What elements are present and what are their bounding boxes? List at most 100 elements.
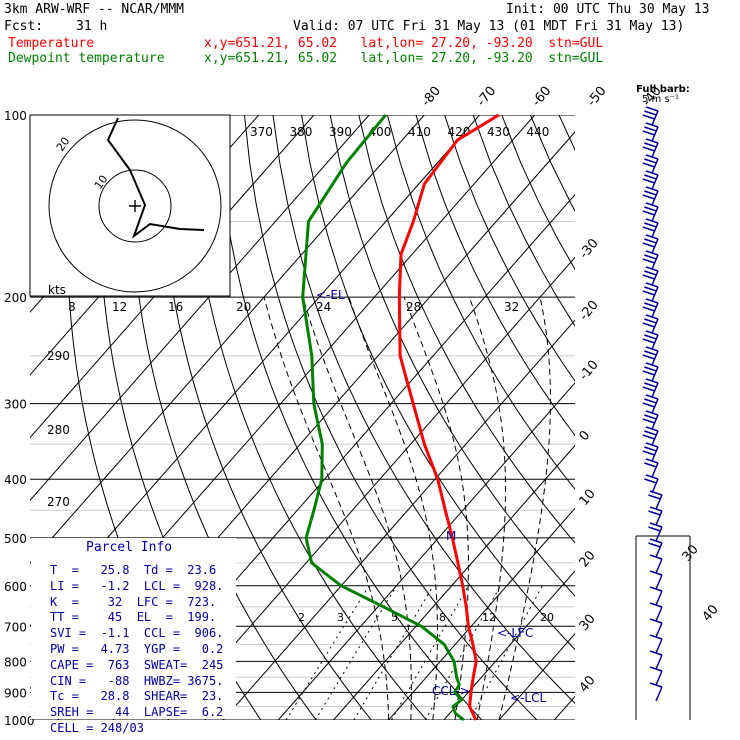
hodograph-speed-label: 20 <box>236 300 251 314</box>
model-title: 3km ARW-WRF -- NCAR/MMM <box>4 2 185 17</box>
wind-barb <box>642 202 659 222</box>
moist-adiabat-line <box>498 297 551 720</box>
theta-label: 430 <box>487 125 510 139</box>
wind-barb-flag <box>648 526 661 532</box>
pressure-tick-label: 200 <box>4 291 27 305</box>
legend-dewpoint-location: x,y=651.21, 65.02 lat,lon= 27.20, -93.20… <box>204 51 604 66</box>
temperature-tick-label: -70 <box>474 84 499 110</box>
wind-barb-flag <box>642 354 656 360</box>
wind-barb-shaft <box>651 254 659 270</box>
theta-label: 380 <box>290 125 313 139</box>
temperature-tick-label: -80 <box>419 84 444 110</box>
profile-annotation: <-LFC <box>497 626 533 640</box>
wind-barb-flag <box>642 178 656 184</box>
wind-barb-flag <box>649 650 663 656</box>
wind-barb-flag <box>644 158 657 164</box>
wind-barb <box>642 362 659 382</box>
wind-barb-flag <box>645 394 659 400</box>
dry-adiabat-line <box>158 115 372 720</box>
wind-barb <box>642 298 659 318</box>
hodograph-speed-label: 32 <box>504 300 519 314</box>
legend-temperature-label: Temperature <box>8 36 95 51</box>
wind-barb <box>649 634 663 654</box>
wind-barb-flag <box>645 330 659 336</box>
profile-annotation: <-EL <box>316 288 345 302</box>
wind-barb-flag <box>642 450 656 456</box>
wind-barb-flag <box>649 666 663 672</box>
wind-barb-flag <box>649 682 663 688</box>
wind-barb-shaft <box>651 286 659 302</box>
wind-barb-shaft <box>655 526 663 542</box>
moist-adiabat-line <box>468 296 506 720</box>
wind-barb-flag <box>649 634 663 640</box>
wind-barb-shaft <box>651 238 659 254</box>
wind-barb-flag <box>642 386 656 392</box>
wind-barb-flag <box>649 602 663 608</box>
parcel-info-row: Tc = 28.8 SHEAR= 23. <box>50 689 224 704</box>
wind-barb-flag <box>649 554 663 560</box>
wind-barb-flag <box>642 258 656 264</box>
pressure-tick-label: 900 <box>4 686 27 700</box>
barb-legend-value: 5 m s⁻¹ <box>642 94 679 105</box>
wind-barb-flag <box>642 402 656 408</box>
wind-barb-shaft <box>651 382 659 398</box>
pressure-tick-label: 400 <box>4 473 27 487</box>
wind-barb <box>642 346 659 366</box>
dry-adiabat-line <box>329 115 575 597</box>
wind-barb-flag <box>642 242 656 248</box>
init-time: Init: 00 UTC Thu 30 May 13 <box>506 2 710 17</box>
wind-barb-shaft <box>651 446 659 462</box>
wind-barb-flag <box>645 266 659 272</box>
wind-barb-column <box>635 106 691 720</box>
wind-barb-flag <box>649 538 663 544</box>
wind-barb-shaft <box>651 366 659 382</box>
temperature-tick-label: 20 <box>577 548 599 570</box>
moist-adiabat-line <box>403 296 469 720</box>
wind-barb <box>649 570 663 590</box>
theta-label: 410 <box>408 125 431 139</box>
hodograph-speed-label: 12 <box>112 300 127 314</box>
wind-barb-flag <box>642 290 656 296</box>
parcel-info-row: K = 32 LFC = 723. <box>50 594 217 609</box>
isotherm-line <box>30 115 425 564</box>
moist-adiabat-line <box>263 296 390 720</box>
wind-barb-flag <box>644 222 657 228</box>
wind-barb-flag <box>644 254 657 260</box>
isotherm-line <box>222 319 575 720</box>
theta-e-label: 280 <box>47 423 70 437</box>
mixing-ratio-line <box>353 585 434 720</box>
wind-barb-shaft <box>651 302 659 318</box>
wind-barb <box>649 650 663 670</box>
barb-legend-title: Full barb: <box>636 84 690 95</box>
barb-panel-label: 30 <box>680 542 702 564</box>
temperature-tick-label: -20 <box>577 298 602 324</box>
pressure-tick-label: 600 <box>4 580 27 594</box>
wind-barb-flag <box>644 174 657 180</box>
wind-barb <box>642 266 659 286</box>
wind-barb-shaft <box>651 158 659 174</box>
wind-barb-shaft <box>651 270 659 286</box>
moist-adiabat-line <box>302 296 412 720</box>
wind-barb-flag <box>649 490 663 496</box>
isotherm-line <box>277 382 575 720</box>
wind-barb-flag <box>645 250 659 256</box>
dry-adiabat-line <box>301 115 575 651</box>
wind-barb-flag <box>649 522 663 528</box>
pressure-tick-label: 300 <box>4 398 27 412</box>
forecast-hours: 31 h <box>76 19 108 34</box>
wind-barb-flag <box>645 474 659 480</box>
wind-barb-flag <box>642 146 656 152</box>
parcel-info-row: PW = 4.73 YGP = 0.2 <box>50 642 224 656</box>
wind-barb <box>649 666 663 686</box>
wind-barb-flag <box>648 510 661 516</box>
wind-barb-shaft <box>651 190 659 206</box>
parcel-info-row: SVI = -1.1 CCL = 906. <box>50 626 224 641</box>
wind-barb-flag <box>645 298 659 304</box>
wind-barb <box>642 410 659 430</box>
wind-barb <box>642 378 659 398</box>
pressure-tick-label: 700 <box>4 620 27 634</box>
wind-barb-flag <box>644 478 657 484</box>
moist-adiabat-line <box>348 296 438 720</box>
dry-adiabat-line <box>501 115 575 271</box>
temperature-tick-label: -10 <box>577 358 602 384</box>
